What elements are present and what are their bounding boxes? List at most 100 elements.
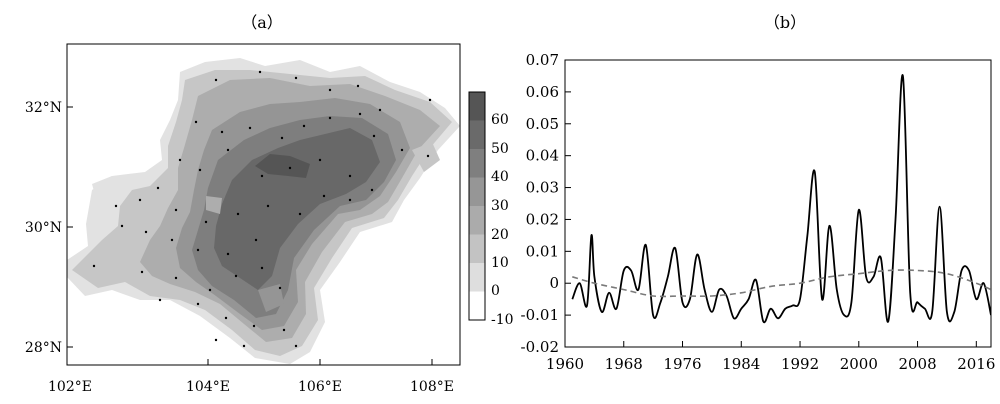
station-dot xyxy=(348,198,352,202)
x-tick-label: 2016 xyxy=(957,355,995,373)
station-dot xyxy=(198,168,202,172)
station-dot xyxy=(328,88,332,92)
lat-tick-32N: 32°N xyxy=(25,100,62,116)
colorbar-tick-50: 50 xyxy=(491,141,509,157)
station-dot xyxy=(214,338,218,342)
station-dot xyxy=(138,198,142,202)
station-dot xyxy=(294,344,298,348)
station-dot xyxy=(236,212,240,216)
station-dot xyxy=(226,252,230,256)
x-tick-label: 1992 xyxy=(781,355,819,373)
lon-tick-104E: 104°E xyxy=(186,379,230,395)
station-dot xyxy=(242,344,246,348)
contour-patch-4 xyxy=(206,196,222,214)
lon-tick-108E: 108°E xyxy=(410,379,454,395)
station-dot xyxy=(214,78,218,82)
station-dot xyxy=(278,286,282,290)
station-dot xyxy=(288,166,292,170)
colorbar-tick-minus10: -10 xyxy=(491,312,514,328)
contour-level-5 xyxy=(214,128,380,290)
panel-b: （b） 0.07 0.06 0.05 0.04 0.03 0.02 0.01 0 -0.01 -0… xyxy=(521,13,996,373)
station-dot xyxy=(426,154,430,158)
lat-tick-30N: 30°N xyxy=(25,220,62,236)
station-dot xyxy=(114,204,118,208)
x-tick-label: 2008 xyxy=(898,355,936,373)
y-tick-label: -0.02 xyxy=(521,338,559,356)
colorbar-swatch xyxy=(469,177,485,207)
lon-tick-102E: 102°E xyxy=(48,379,92,395)
station-dot xyxy=(294,76,298,80)
station-dot xyxy=(280,136,284,140)
station-dot xyxy=(144,230,148,234)
lon-axis: 102°E 104°E 106°E 108°E xyxy=(48,359,454,395)
station-dot xyxy=(322,194,326,198)
station-dot xyxy=(252,324,256,328)
contour-level-6 xyxy=(255,154,310,178)
x-tick-label: 1968 xyxy=(605,355,643,373)
x-tick-label: 1984 xyxy=(722,355,760,373)
y-tick-label: 0 xyxy=(549,274,559,292)
station-dots xyxy=(92,70,432,348)
station-dot xyxy=(196,248,200,252)
colorbar-tick-60: 60 xyxy=(491,112,509,128)
station-dot xyxy=(140,270,144,274)
station-dot xyxy=(196,302,200,306)
colorbar-tick-10: 10 xyxy=(491,255,509,271)
y-tick-label: 0.05 xyxy=(526,115,559,133)
station-dot xyxy=(282,328,286,332)
station-dot xyxy=(158,298,162,302)
station-dot xyxy=(266,204,270,208)
station-dot xyxy=(194,120,198,124)
station-dot xyxy=(260,266,264,270)
x-tick-label: 1976 xyxy=(663,355,701,373)
colorbar-swatch xyxy=(469,234,485,264)
colorbar-tick-30: 30 xyxy=(491,198,509,214)
station-dot xyxy=(174,276,178,280)
lat-tick-28N: 28°N xyxy=(25,340,62,356)
station-dot xyxy=(258,70,262,74)
colorbar-swatch xyxy=(469,206,485,235)
y-tick-label: 0.07 xyxy=(526,51,559,69)
station-dot xyxy=(318,158,322,162)
colorbar-tick-40: 40 xyxy=(491,169,509,185)
x-tick-label: 1960 xyxy=(546,355,584,373)
station-dot xyxy=(372,134,376,138)
station-dot xyxy=(378,108,382,112)
line-chart: 0.070.060.050.040.030.020.010-0.01-0.021… xyxy=(521,51,996,373)
station-dot xyxy=(120,224,124,228)
colorbar-swatch xyxy=(469,263,485,292)
station-dot xyxy=(220,130,224,134)
x-tick-label: 2000 xyxy=(840,355,878,373)
y-tick-label: 0.06 xyxy=(526,83,559,101)
colorbar-tick-0: 0 xyxy=(491,283,500,299)
station-dot xyxy=(234,274,238,278)
station-dot xyxy=(92,264,96,268)
station-dot xyxy=(298,212,302,216)
station-dot xyxy=(400,148,404,152)
contour-patch-2 xyxy=(412,142,440,172)
colorbar-swatch xyxy=(469,92,485,121)
station-dot xyxy=(178,158,182,162)
station-dot xyxy=(208,288,212,292)
colorbar-swatch xyxy=(469,291,485,321)
station-dot xyxy=(356,84,360,88)
station-dot xyxy=(254,238,258,242)
colorbar-swatch xyxy=(469,149,485,178)
map-frame xyxy=(66,43,461,366)
station-dot xyxy=(170,238,174,242)
station-dot xyxy=(370,188,374,192)
plot-frame xyxy=(564,59,992,348)
lat-axis: 32°N 30°N 28°N xyxy=(25,100,73,356)
contour-patch-3 xyxy=(258,284,284,312)
station-dot xyxy=(358,112,362,116)
series-group xyxy=(571,74,991,324)
colorbar-swatch xyxy=(469,120,485,150)
y-tick-label: 0.03 xyxy=(526,179,559,197)
station-dot xyxy=(204,220,208,224)
y-tick-label: 0.01 xyxy=(526,242,559,260)
colorbar: 60 50 40 30 20 10 0 -10 xyxy=(468,91,514,328)
panel-b-label: （b） xyxy=(764,13,806,32)
station-dot xyxy=(224,316,228,320)
contour-patch-1 xyxy=(92,176,128,206)
